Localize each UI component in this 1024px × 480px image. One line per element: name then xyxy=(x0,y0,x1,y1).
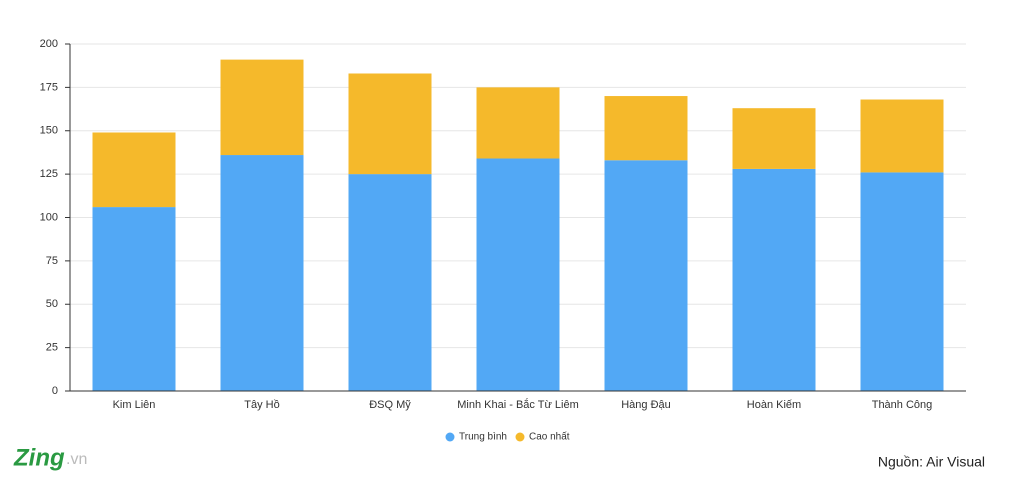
bar-segment xyxy=(604,96,688,161)
y-tick-label: 150 xyxy=(40,125,58,137)
x-tick-label: Minh Khai - Bắc Từ Liêm xyxy=(457,398,578,411)
x-tick-label: Thành Công xyxy=(872,399,933,411)
y-tick-label: 175 xyxy=(40,81,58,93)
source-note: Nguồn: Air Visual xyxy=(878,454,985,470)
y-tick-label: 125 xyxy=(40,168,58,180)
bar-segment xyxy=(604,160,688,391)
legend-marker xyxy=(445,432,455,442)
legend-label: Trung bình xyxy=(459,432,507,443)
bar-segment xyxy=(220,155,304,391)
x-tick-label: Hàng Đậu xyxy=(621,399,671,411)
bar-segment xyxy=(348,73,432,175)
y-tick-label: 0 xyxy=(52,385,58,397)
x-tick-label: ĐSQ Mỹ xyxy=(369,399,411,411)
bar-segment xyxy=(860,172,944,391)
x-tick-label: Tây Hồ xyxy=(244,399,279,411)
bar-segment xyxy=(92,132,176,208)
y-tick-label: 200 xyxy=(40,38,58,50)
legend-marker xyxy=(515,432,525,442)
bar-segment xyxy=(220,59,304,156)
bar-segment xyxy=(348,174,432,391)
x-tick-label: Hoàn Kiếm xyxy=(747,399,801,411)
bar-segment xyxy=(476,158,560,391)
y-tick-label: 50 xyxy=(46,298,58,310)
x-tick-label: Kim Liên xyxy=(113,399,156,411)
y-tick-label: 100 xyxy=(40,211,58,223)
y-tick-label: 25 xyxy=(46,342,58,354)
bar-segment xyxy=(732,168,816,391)
bar-segment xyxy=(860,99,944,173)
bar-segment xyxy=(92,207,176,391)
logo: Zing xyxy=(13,444,65,471)
bar-segment xyxy=(476,87,560,159)
logo-suffix: .vn xyxy=(66,451,87,468)
legend-label: Cao nhất xyxy=(529,431,570,443)
y-tick-label: 75 xyxy=(46,255,58,267)
bar-segment xyxy=(732,108,816,169)
